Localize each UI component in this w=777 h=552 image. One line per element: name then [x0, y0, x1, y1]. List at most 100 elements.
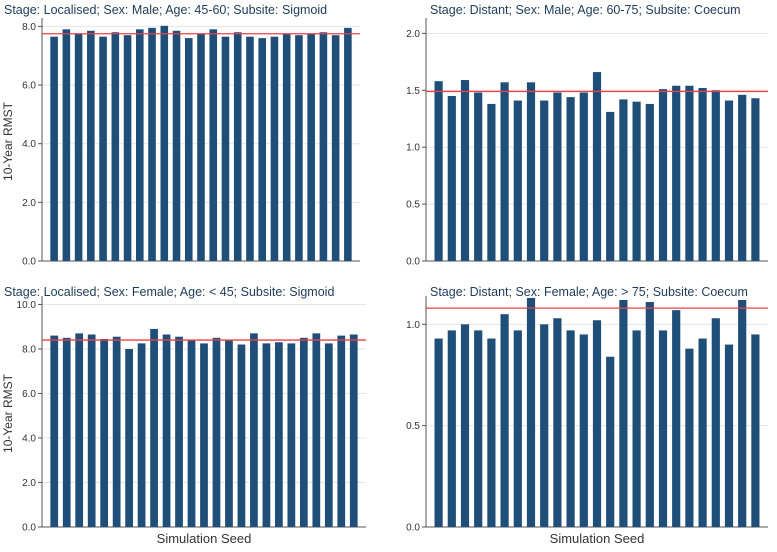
bar-seed-9 [540, 100, 549, 262]
bar-seed-13 [592, 320, 602, 527]
bar-seed-18 [658, 330, 668, 527]
bar-seed-11 [566, 97, 575, 261]
y-tick-label: 0.5 [406, 421, 420, 432]
bar-seed-14 [212, 337, 221, 527]
bar-seed-3 [460, 80, 470, 262]
bar-seed-2 [62, 29, 71, 262]
bar-seed-25 [751, 334, 760, 527]
bar-seed-10 [553, 318, 562, 527]
bar-seed-16 [632, 330, 641, 527]
bar-seed-4 [474, 330, 483, 527]
bar-seed-17 [645, 103, 654, 261]
panel-title: Stage: Localised; Sex: Male; Age: 45-60;… [4, 3, 327, 17]
chart-panel-1: 0.0 2.0 4.0 6.0 8.0 Stage: Localised; Sex: Ma… [1, 3, 360, 268]
bar-seed-23 [319, 32, 328, 261]
bar-seed-24 [331, 35, 340, 261]
y-tick-label: 4.0 [22, 433, 36, 444]
y-tick-label: 10.0 [17, 300, 37, 311]
bar-seed-12 [579, 334, 588, 527]
bar-seed-9 [540, 324, 549, 527]
bar-seed-2 [447, 330, 456, 527]
bar-seed-17 [246, 36, 254, 262]
bar-seed-7 [513, 100, 522, 262]
bar-seed-15 [221, 36, 230, 262]
bar-seed-10 [553, 92, 562, 261]
bar-seed-9 [150, 328, 158, 527]
y-tick-label: 0.0 [406, 257, 420, 268]
bar-seed-7 [123, 35, 132, 261]
y-tick-label: 1.5 [406, 86, 420, 97]
bar-seed-17 [645, 302, 654, 527]
bar-seed-13 [200, 343, 208, 527]
chart-panel-2: 0.0 0.5 1.0 1.5 2.0 Stage: Distant; Sex: Male… [406, 3, 768, 268]
bar-seed-8 [526, 297, 536, 527]
bar-seed-23 [724, 100, 734, 262]
y-tick-label: 2.0 [22, 478, 36, 489]
bar-seed-10 [160, 25, 169, 261]
bar-seed-12 [184, 38, 193, 262]
bar-seed-23 [724, 344, 734, 527]
bar-seed-5 [99, 36, 107, 262]
bar-seed-22 [711, 318, 720, 527]
bar-seed-4 [87, 30, 95, 261]
bar-seed-15 [619, 300, 628, 527]
bar-seed-21 [299, 337, 308, 527]
bar-seed-25 [751, 98, 760, 261]
bar-seed-11 [566, 330, 575, 527]
panel-title: Stage: Distant; Sex: Male; Age: 60-75; S… [430, 3, 741, 17]
bar-seed-11 [172, 30, 181, 261]
bar-seed-6 [112, 336, 121, 527]
bar-seed-10 [162, 334, 171, 527]
y-tick-label: 0.0 [22, 257, 36, 268]
bar-seed-2 [62, 337, 71, 527]
bar-seed-18 [262, 343, 271, 527]
bar-seed-1 [434, 81, 443, 261]
bar-seed-16 [632, 101, 641, 262]
bar-seed-25 [349, 334, 358, 527]
bar-seed-5 [100, 338, 109, 527]
bar-seed-8 [136, 29, 144, 262]
bar-seed-23 [324, 343, 333, 527]
bar-seed-21 [698, 88, 707, 261]
bar-seed-13 [592, 72, 602, 261]
bar-seed-8 [526, 82, 536, 261]
bar-seed-3 [75, 333, 84, 527]
y-tick-label: 0.5 [406, 200, 420, 211]
bar-seed-21 [295, 35, 303, 261]
bar-seed-14 [606, 356, 615, 527]
bar-seed-12 [579, 92, 588, 261]
bar-seed-19 [672, 85, 681, 261]
bar-seed-15 [225, 340, 233, 527]
bar-seed-16 [233, 32, 242, 261]
bar-seed-1 [50, 335, 59, 527]
bar-seed-2 [447, 95, 456, 261]
bar-seed-18 [258, 38, 266, 262]
bar-seed-15 [619, 99, 628, 261]
y-axis-label: 10-Year RMST [1, 373, 15, 453]
bar-seed-19 [270, 36, 279, 262]
bar-seed-13 [197, 33, 205, 262]
bar-seed-21 [698, 338, 707, 527]
bar-seed-14 [209, 29, 218, 262]
bar-seed-19 [275, 342, 283, 527]
y-tick-label: 1.0 [406, 143, 420, 154]
y-tick-label: 2.0 [406, 29, 420, 40]
y-tick-label: 0.0 [22, 523, 36, 534]
bar-seed-22 [312, 333, 321, 527]
bar-seed-8 [137, 343, 146, 527]
bar-seed-4 [87, 334, 96, 527]
bar-seed-1 [434, 338, 443, 527]
bar-seed-20 [282, 33, 291, 262]
y-tick-label: 1.0 [406, 320, 420, 331]
y-tick-label: 0.0 [406, 523, 420, 534]
y-tick-label: 8.0 [22, 22, 36, 33]
bar-seed-19 [672, 310, 681, 527]
bar-seed-20 [287, 343, 296, 527]
y-tick-label: 2.0 [22, 198, 36, 209]
bar-seed-24 [337, 335, 346, 527]
x-axis-label: Simulation Seed [157, 531, 252, 546]
bar-seed-3 [74, 33, 83, 262]
